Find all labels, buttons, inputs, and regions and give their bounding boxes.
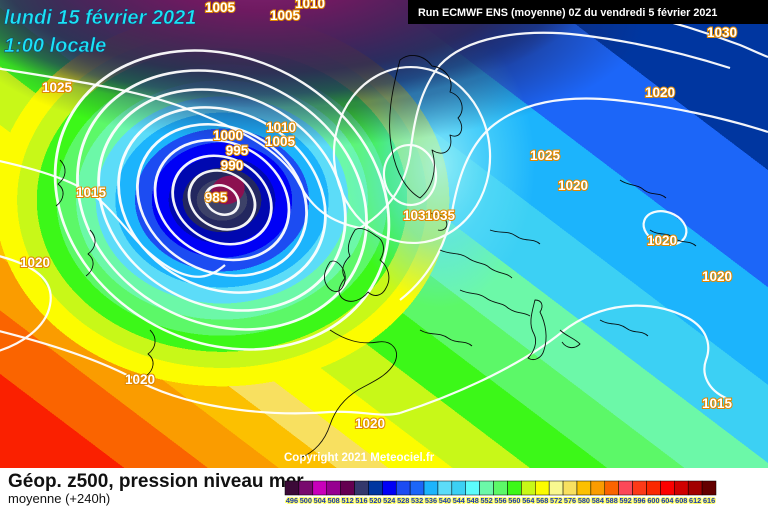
svg-text:1030: 1030 (707, 25, 737, 40)
svg-text:985: 985 (205, 190, 228, 205)
svg-text:496: 496 (286, 496, 298, 505)
svg-text:1025: 1025 (42, 80, 73, 95)
svg-text:520: 520 (369, 496, 381, 505)
svg-text:568: 568 (536, 496, 548, 505)
svg-text:Run ECMWF ENS (moyenne) 0Z du: Run ECMWF ENS (moyenne) 0Z du vendredi 5… (418, 7, 717, 19)
svg-text:612: 612 (689, 496, 701, 505)
svg-text:536: 536 (425, 496, 437, 505)
svg-text:588: 588 (606, 496, 618, 505)
svg-text:990: 990 (221, 158, 244, 173)
svg-text:572: 572 (550, 496, 562, 505)
svg-text:1020: 1020 (125, 372, 155, 387)
svg-text:1020: 1020 (647, 233, 677, 248)
svg-text:564: 564 (522, 496, 535, 505)
svg-text:moyenne (+240h): moyenne (+240h) (8, 491, 110, 506)
svg-text:556: 556 (494, 496, 506, 505)
svg-text:1020: 1020 (20, 255, 50, 270)
svg-text:1015: 1015 (702, 396, 733, 411)
svg-text:1010: 1010 (266, 120, 296, 135)
svg-text:544: 544 (453, 496, 466, 505)
svg-text:592: 592 (620, 496, 632, 505)
svg-text:1:00 locale: 1:00 locale (4, 35, 106, 57)
svg-text:524: 524 (383, 496, 396, 505)
svg-text:604: 604 (661, 496, 674, 505)
svg-text:548: 548 (467, 496, 479, 505)
svg-text:1035: 1035 (425, 208, 456, 223)
svg-text:576: 576 (564, 496, 576, 505)
svg-text:1010: 1010 (295, 0, 325, 11)
svg-text:1025: 1025 (530, 148, 561, 163)
svg-text:500: 500 (300, 496, 312, 505)
svg-text:1020: 1020 (558, 178, 588, 193)
svg-text:504: 504 (314, 496, 327, 505)
svg-text:608: 608 (675, 496, 687, 505)
svg-text:540: 540 (439, 496, 451, 505)
svg-text:1000: 1000 (213, 128, 243, 143)
svg-text:584: 584 (592, 496, 605, 505)
svg-text:516: 516 (355, 496, 367, 505)
svg-text:Géop. z500, pression niveau me: Géop. z500, pression niveau mer (8, 471, 304, 492)
svg-text:528: 528 (397, 496, 409, 505)
svg-text:600: 600 (647, 496, 659, 505)
svg-text:1015: 1015 (76, 185, 107, 200)
svg-text:1005: 1005 (205, 0, 236, 15)
svg-text:lundi 15 février 2021: lundi 15 février 2021 (4, 7, 196, 29)
svg-text:Copyright 2021 Meteociel.fr: Copyright 2021 Meteociel.fr (284, 452, 435, 464)
svg-text:512: 512 (341, 496, 353, 505)
svg-text:580: 580 (578, 496, 590, 505)
svg-text:596: 596 (633, 496, 645, 505)
svg-text:616: 616 (703, 496, 715, 505)
svg-text:560: 560 (508, 496, 520, 505)
svg-text:552: 552 (481, 496, 493, 505)
svg-text:995: 995 (226, 143, 249, 158)
svg-text:1020: 1020 (355, 416, 385, 431)
svg-text:1020: 1020 (702, 269, 732, 284)
svg-text:1020: 1020 (645, 85, 675, 100)
svg-text:508: 508 (328, 496, 340, 505)
svg-text:1005: 1005 (265, 134, 296, 149)
svg-text:532: 532 (411, 496, 423, 505)
